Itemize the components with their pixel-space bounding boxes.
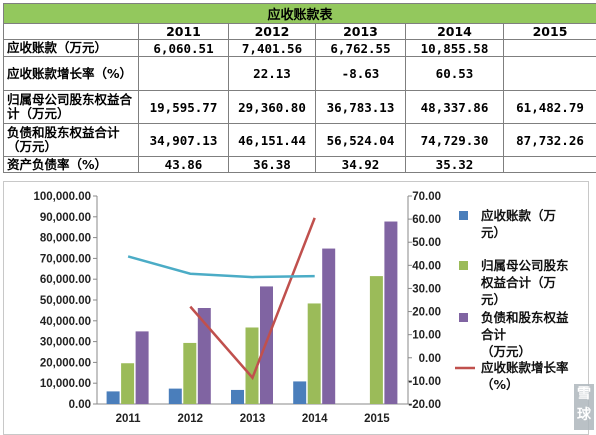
table-cell [504, 40, 596, 57]
table-cell: 19,595.77 [139, 91, 229, 124]
bar-total [322, 249, 335, 404]
table-row: 应收账款增长率（%） 22.13 -8.63 60.53 [4, 57, 596, 91]
table-cell: 61,482.79 [504, 91, 596, 124]
row-label: 应收账款增长率（%） [4, 57, 139, 91]
year-header: 2015 [504, 24, 596, 40]
table-cell: 43.86 [139, 157, 229, 173]
left-tick-label: 70,000.00 [40, 253, 91, 265]
row-label: 归属母公司股东权益合计（万元） [4, 91, 139, 124]
table-cell: 22.13 [229, 57, 316, 91]
legend-label: 权益合计（万 [480, 275, 556, 290]
year-header: 2011 [139, 24, 229, 40]
legend-label: 应收账款增长率 [481, 360, 569, 375]
left-tick-label: 40,000.00 [40, 316, 91, 328]
table-cell: 10,855.58 [406, 40, 504, 57]
legend-swatch [459, 211, 468, 220]
table-cell: 87,732.26 [504, 124, 596, 157]
legend-label: 负债和股东权益 [481, 310, 569, 325]
x-tick-label: 2014 [302, 413, 328, 425]
right-tick-label: 30.00 [412, 283, 441, 295]
right-tick-label: -20.00 [408, 399, 441, 411]
left-tick-label: 10,000.00 [40, 378, 91, 390]
x-tick-label: 2012 [178, 413, 204, 425]
table-row: 负债和股东权益合计（万元） 34,907.13 46,151.44 56,524… [4, 124, 596, 157]
bar-receivable [293, 381, 306, 404]
legend-label: （%） [481, 377, 519, 392]
table-cell: 36.38 [229, 157, 316, 173]
table-cell: 7,401.56 [229, 40, 316, 57]
row-label: 资产负债率（%） [4, 157, 139, 173]
right-tick-label: 40.00 [412, 260, 441, 272]
table-cell [504, 157, 596, 173]
right-tick-label: 10.00 [412, 330, 441, 342]
right-tick-label: 0.00 [419, 353, 441, 365]
legend-label: 元） [481, 292, 506, 307]
table-cell: -8.63 [316, 57, 406, 91]
right-tick-label: 70.00 [412, 191, 441, 203]
left-tick-label: 50,000.00 [40, 295, 91, 307]
legend-swatch [459, 313, 468, 322]
table-cell: 74,729.30 [406, 124, 504, 157]
left-tick-label: 90,000.00 [40, 212, 91, 224]
left-tick-label: 30,000.00 [40, 337, 91, 349]
left-tick-label: 0.00 [69, 399, 91, 411]
table-title: 应收账款表 [4, 4, 596, 24]
legend-label: 合计 [481, 327, 507, 342]
left-tick-label: 20,000.00 [40, 357, 91, 369]
table-cell: 46,151.44 [229, 124, 316, 157]
row-label: 应收账款（万元） [4, 40, 139, 57]
bar-equity [370, 276, 383, 404]
legend-label: 元） [481, 225, 506, 240]
right-tick-label: 20.00 [412, 307, 441, 319]
row-label: 负债和股东权益合计（万元） [4, 124, 139, 157]
table-cell: 48,337.86 [406, 91, 504, 124]
right-tick-label: -10.00 [408, 376, 441, 388]
year-header: 2013 [316, 24, 406, 40]
year-header: 2014 [406, 24, 504, 40]
legend-label: 归属母公司股东 [481, 258, 569, 273]
table-cell: 56,524.04 [316, 124, 406, 157]
bar-total [384, 222, 397, 404]
combo-chart: 0.00 10,000.00 20,000.00 30,000.00 40,000.00… [3, 181, 589, 435]
bar-total [136, 331, 149, 404]
left-tick-label: 60,000.00 [40, 274, 91, 286]
bar-equity [121, 363, 134, 404]
left-tick-label: 100,000.00 [33, 191, 91, 203]
table-cell: 34,907.13 [139, 124, 229, 157]
bar-receivable [231, 390, 244, 404]
legend-label: （万元） [481, 344, 531, 359]
x-tick-label: 2011 [116, 413, 142, 425]
table-cell: 36,783.13 [316, 91, 406, 124]
watermark-logo: 雪球 [574, 384, 594, 430]
table-row: 归属母公司股东权益合计（万元） 19,595.77 29,360.80 36,7… [4, 91, 596, 124]
table-cell: 6,060.51 [139, 40, 229, 57]
receivables-table: 应收账款表 2011 2012 2013 2014 2015 应收账款（万元） … [3, 3, 596, 173]
left-tick-label: 80,000.00 [40, 233, 91, 245]
bar-equity [308, 303, 321, 404]
table-row: 应收账款（万元） 6,060.51 7,401.56 6,762.55 10,8… [4, 40, 596, 57]
table-cell: 35.32 [406, 157, 504, 173]
debt-ratio-line [128, 256, 315, 277]
right-tick-label: 50.00 [412, 237, 441, 249]
bar-receivable [107, 391, 120, 404]
year-header: 2012 [229, 24, 316, 40]
table-cell [504, 57, 596, 91]
legend-swatch [459, 261, 468, 270]
table-cell: 60.53 [406, 57, 504, 91]
header-corner [4, 24, 139, 40]
x-tick-label: 2013 [240, 413, 266, 425]
table-cell: 34.92 [316, 157, 406, 173]
right-tick-label: 60.00 [412, 214, 441, 226]
table-cell [139, 57, 229, 91]
legend-label: 应收账款（万 [481, 208, 556, 223]
bar-total [260, 286, 273, 404]
x-tick-label: 2015 [364, 413, 390, 425]
bar-receivable [169, 389, 182, 404]
bar-equity [183, 343, 196, 404]
table-cell: 6,762.55 [316, 40, 406, 57]
table-cell: 29,360.80 [229, 91, 316, 124]
chart-canvas: 0.00 10,000.00 20,000.00 30,000.00 40,000.00… [4, 182, 588, 434]
table-row: 资产负债率（%） 43.86 36.38 34.92 35.32 [4, 157, 596, 173]
